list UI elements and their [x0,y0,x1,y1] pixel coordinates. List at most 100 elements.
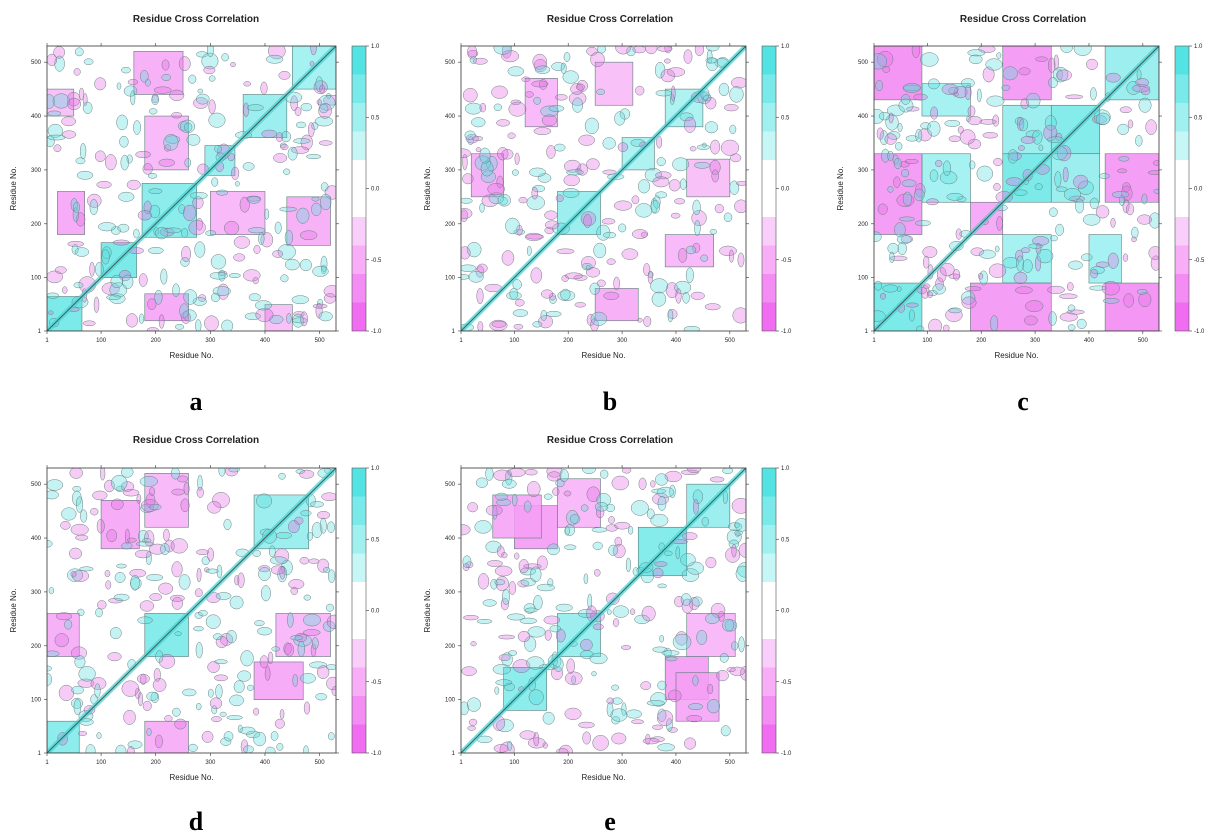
contour-texture [590,318,599,331]
contour-texture [101,249,110,265]
contour-texture [705,57,718,64]
contour-texture [612,618,620,627]
contour-texture [148,188,163,195]
contour-texture [1024,315,1038,326]
contour-texture [468,718,478,726]
contour-texture [247,227,266,234]
contour-texture [268,46,286,60]
contour-texture [248,293,261,302]
contour-texture [1095,205,1110,219]
colorbar-level [762,468,776,497]
contour-texture [133,120,141,135]
contour-texture [290,635,304,641]
contour-texture [1145,119,1157,135]
correlation-block [144,720,189,753]
contour-texture [179,303,190,319]
contour-texture [218,468,226,477]
colorbar-tick-label: 0.0 [781,187,790,193]
contour-texture [183,204,197,222]
contour-texture [475,265,485,278]
contour-texture [1018,67,1031,76]
contour-texture [959,129,976,145]
contour-texture [1063,188,1082,201]
contour-texture [913,93,928,101]
contour-texture [977,272,984,280]
contour-texture [116,82,122,90]
contour-texture [475,147,482,153]
contour-texture [613,276,620,291]
contour-texture [178,56,191,72]
contour-texture [476,288,484,305]
contour-texture [226,629,237,644]
contour-texture [646,700,665,706]
contour-texture [498,654,511,662]
contour-texture [1056,69,1072,81]
contour-texture [1062,166,1069,183]
colorbar-tick-label: 0.5 [781,537,790,543]
contour-texture [47,110,62,117]
contour-texture [303,594,311,601]
contour-texture [602,169,617,175]
contour-texture [112,239,130,246]
contour-texture [562,70,579,84]
contour-texture [195,319,202,331]
y-tick-label: 300 [445,168,456,174]
contour-texture [670,85,676,102]
contour-texture [549,625,562,633]
correlation-block [144,115,189,171]
contour-texture [720,725,731,737]
contour-texture [575,83,585,91]
contour-texture [731,641,739,651]
contour-texture [258,232,265,246]
contour-texture [1016,116,1025,131]
contour-texture [288,579,305,590]
contour-texture [1065,94,1084,100]
correlation-block [57,191,85,235]
contour-texture [137,529,149,543]
contour-texture [221,53,229,62]
contour-texture [242,162,255,171]
contour-texture [650,513,669,527]
contour-texture [316,511,331,520]
contour-texture [526,656,545,670]
contour-texture [140,70,149,83]
contour-texture [269,556,288,565]
contour-texture [104,569,111,578]
contour-texture [920,122,931,130]
contour-texture [124,528,130,545]
contour-texture [664,550,673,557]
contour-texture [216,564,223,579]
x-tick-label: 500 [725,338,736,344]
contour-texture [901,179,917,188]
contour-texture [229,595,244,610]
contour-texture [163,144,172,152]
contour-texture [58,684,75,701]
panel-label: d [189,807,204,836]
contour-texture [261,129,278,138]
contour-texture [479,202,485,213]
contour-texture [326,664,336,670]
contour-texture [74,655,86,669]
contour-texture [944,119,961,127]
chart-panel-c: Residue Cross Correlation 1 100 200 300 400 50… [836,14,1205,416]
contour-texture [1127,119,1134,129]
contour-texture [246,104,264,112]
contour-texture [207,547,214,562]
y-axis-title: Residue No. [9,588,18,632]
contour-texture [137,210,152,221]
contour-texture [568,91,587,106]
contour-texture [652,567,664,579]
contour-texture [670,212,681,219]
contour-texture [528,689,544,705]
contour-texture [996,52,1002,59]
contour-texture [504,682,515,692]
contour-texture [94,77,107,91]
contour-texture [1008,151,1022,161]
contour-texture [208,75,216,82]
x-axis-title: Residue No. [169,773,213,782]
contour-texture [260,232,274,248]
contour-texture [902,191,913,207]
contour-texture [606,701,614,717]
colorbar-level [762,188,776,217]
panel-label: c [1017,387,1029,416]
